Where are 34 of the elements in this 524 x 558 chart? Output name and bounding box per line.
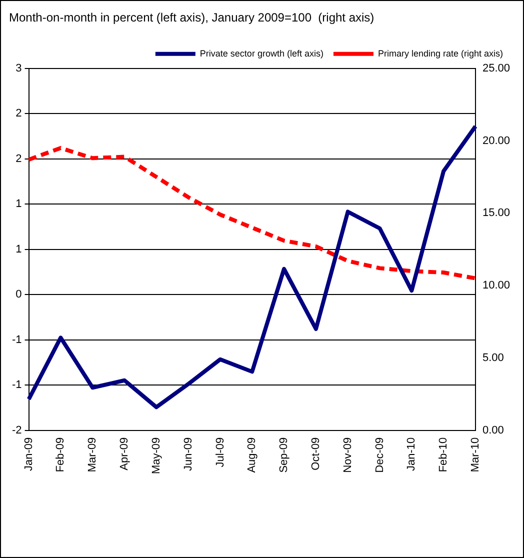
x-tick-label: Jul-09 xyxy=(214,437,226,468)
y-tick-label: 3 xyxy=(16,62,22,74)
y2-tick-label: 0.00 xyxy=(482,424,504,436)
y-tick-label: 1 xyxy=(16,243,22,256)
x-tick-label: Mar-09 xyxy=(86,437,99,472)
x-tick-label: Apr-09 xyxy=(118,437,131,470)
x-tick-label: Feb-10 xyxy=(438,437,450,472)
legend-label: Primary lending rate (right axis) xyxy=(378,48,504,58)
x-tick-label: Mar-10 xyxy=(470,437,482,472)
x-tick-label: Sep-09 xyxy=(278,437,290,473)
y-tick-label: -2 xyxy=(12,424,22,436)
x-tick-label: Jun-09 xyxy=(182,437,194,471)
x-tick-label: Aug-09 xyxy=(246,437,258,473)
x-tick-label: Oct-09 xyxy=(310,437,322,470)
y2-tick-label: 5.00 xyxy=(482,352,504,364)
y-tick-label: 2 xyxy=(16,108,22,120)
y2-tick-label: 15.00 xyxy=(482,207,510,220)
x-tick-label: Dec-09 xyxy=(374,437,386,473)
line-series xyxy=(26,146,478,280)
x-tick-label: Nov-09 xyxy=(342,437,354,473)
y-tick-label: 1 xyxy=(16,198,22,210)
x-tick-label: May-09 xyxy=(150,437,162,474)
y2-tick-label: 10.00 xyxy=(482,280,510,292)
x-tick-label: Feb-09 xyxy=(54,437,67,472)
legend-label: Private sector growth (left axis) xyxy=(200,48,324,58)
x-tick-label: Jan-10 xyxy=(406,437,418,471)
y2-tick-label: 25.00 xyxy=(482,62,510,74)
y-tick-label: -1 xyxy=(12,334,22,346)
chart-title: Month-on-month in percent (left axis), January 2009=100 (right axis) xyxy=(9,10,374,25)
y-tick-label: 2 xyxy=(16,152,22,165)
x-tick-label: Jan-09 xyxy=(22,437,35,471)
y-tick-label: -1 xyxy=(12,379,22,392)
y-tick-label: 0 xyxy=(16,288,22,301)
y2-tick-label: 20.00 xyxy=(482,134,510,147)
